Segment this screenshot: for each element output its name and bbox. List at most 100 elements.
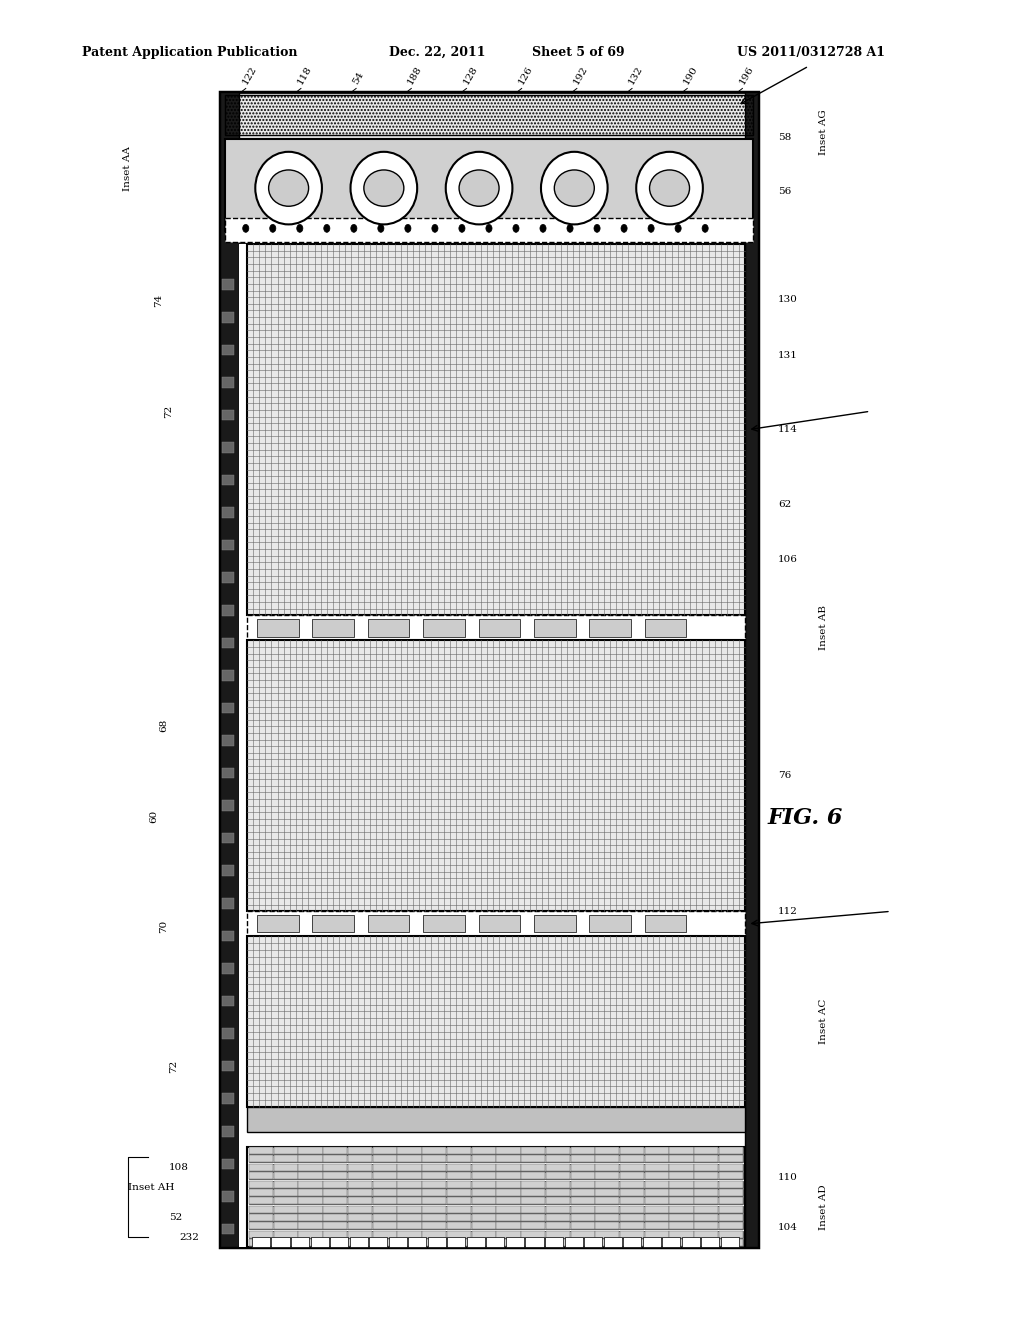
Bar [497,1222,520,1229]
Text: 114: 114 [778,425,798,434]
Bar [422,1180,446,1188]
Bar [249,1230,273,1238]
Text: 106: 106 [778,556,798,564]
Bar [409,1237,426,1247]
Bar [397,1205,422,1213]
Bar [472,1214,496,1221]
Bar [252,1237,270,1247]
Bar [249,1205,743,1213]
Bar [694,1172,719,1179]
Text: US 2011/0312728 A1: US 2011/0312728 A1 [737,46,886,59]
Text: 128: 128 [462,65,479,86]
Bar [249,1172,743,1179]
Bar [299,1222,323,1229]
Bar [645,1197,669,1204]
Bar [694,1155,719,1163]
Bar [694,1197,719,1204]
Text: Patent Application Publication: Patent Application Publication [82,46,297,59]
Bar [348,1222,372,1229]
Bar [506,1237,524,1247]
Bar [397,1189,422,1196]
Bar [397,1222,422,1229]
Bar [497,1155,520,1163]
Bar [299,1230,323,1238]
Bar [472,1164,496,1171]
Bar [249,1180,743,1188]
Bar [222,1126,234,1137]
Bar [446,1164,471,1171]
Bar [422,1164,446,1171]
Bar [497,1180,520,1188]
Bar [397,1172,422,1179]
Bar [595,1230,620,1238]
Text: 68: 68 [160,719,168,733]
Text: 130: 130 [778,296,798,305]
Bar [373,1147,397,1154]
Bar [348,1189,372,1196]
Bar [299,1239,323,1246]
Bar [546,1205,570,1213]
Bar [521,1180,545,1188]
Bar [348,1214,372,1221]
Bar [249,1164,273,1171]
Bar [595,1155,620,1163]
Bar [373,1180,397,1188]
Bar [595,1172,620,1179]
Bar [222,1224,234,1234]
Bar [273,1239,298,1246]
Ellipse shape [636,152,702,224]
Bar [369,1237,387,1247]
Bar [249,1155,743,1163]
Bar [645,619,686,636]
Bar [397,1197,422,1204]
Bar [422,1230,446,1238]
Bar [422,1239,446,1246]
Bar [222,409,234,420]
Bar [324,1214,347,1221]
Ellipse shape [364,170,403,206]
Bar [222,735,234,746]
Text: 70: 70 [160,920,168,933]
Bar [324,1230,347,1238]
Bar [249,1164,743,1171]
Bar [222,898,234,908]
Text: 122: 122 [241,65,258,86]
Bar [225,95,753,135]
Bar [222,312,234,322]
Bar [324,1239,347,1246]
Bar [595,1180,620,1188]
Bar [397,1239,422,1246]
Bar [348,1230,372,1238]
Text: 72: 72 [165,405,173,418]
Bar [373,1205,397,1213]
Bar [546,1180,570,1188]
Bar [349,1237,368,1247]
Bar [535,915,575,932]
Bar [603,1237,622,1247]
Bar [348,1180,372,1188]
Bar [222,540,234,550]
Bar [273,1189,298,1196]
Circle shape [540,224,546,232]
Text: 52: 52 [169,1213,182,1222]
Bar [249,1205,273,1213]
Bar [423,915,465,932]
Bar [546,1214,570,1221]
Bar [222,931,234,941]
Bar [570,1147,595,1154]
Bar [694,1164,719,1171]
Bar [446,1230,471,1238]
Bar [670,1155,693,1163]
Text: 58: 58 [778,133,792,143]
Bar [620,1239,644,1246]
Bar [595,1164,620,1171]
Bar [222,638,234,648]
Bar [273,1164,298,1171]
Bar [645,1164,669,1171]
Text: 190: 190 [682,65,699,86]
Bar [428,1237,445,1247]
Bar [721,1237,739,1247]
Text: 56: 56 [778,186,792,195]
Bar [249,1214,273,1221]
Bar [645,1147,669,1154]
